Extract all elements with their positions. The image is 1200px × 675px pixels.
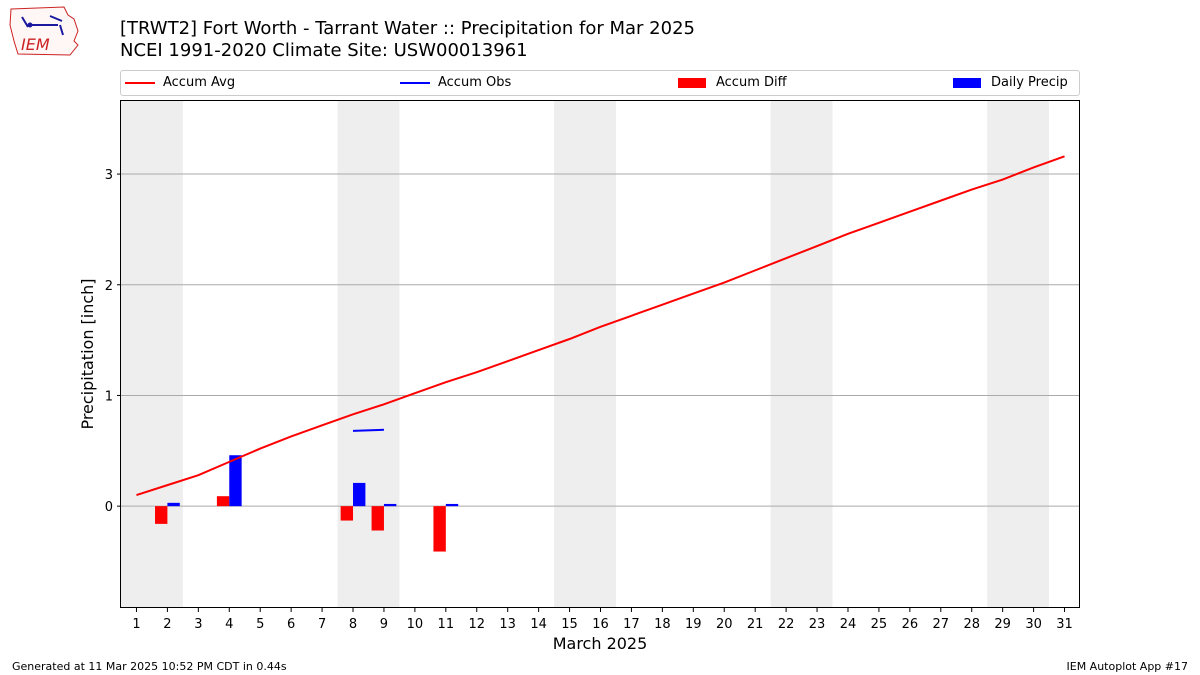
x-tick-label: 31 — [1056, 617, 1073, 632]
plot-frame — [120, 100, 1080, 608]
iem-logo: IEM — [8, 5, 82, 59]
legend-swatch-accum-obs — [400, 82, 430, 84]
legend-label-accum-diff: Accum Diff — [716, 75, 787, 90]
y-tick-label: 3 — [105, 168, 113, 183]
logo-text: IEM — [21, 35, 50, 54]
x-tick-label: 26 — [902, 617, 919, 632]
footer-app-text: IEM Autoplot App #17 — [1066, 660, 1189, 673]
legend-label-accum-avg: Accum Avg — [163, 75, 236, 90]
daily-precip-bar — [383, 503, 397, 507]
chart-title: [TRWT2] Fort Worth - Tarrant Water :: Pr… — [120, 18, 695, 39]
x-tick-label: 3 — [194, 617, 202, 632]
x-tick-label: 15 — [561, 617, 578, 632]
x-tick-label: 30 — [1025, 617, 1042, 632]
x-tick-label: 21 — [747, 617, 764, 632]
x-tick-label: 29 — [994, 617, 1011, 632]
x-tick-label: 22 — [778, 617, 795, 632]
x-tick-label: 11 — [438, 617, 455, 632]
accum-diff-bar — [155, 506, 168, 524]
x-tick-label: 14 — [530, 617, 547, 632]
x-tick-label: 8 — [349, 617, 357, 632]
x-tick-label: 9 — [380, 617, 388, 632]
x-tick-label: 6 — [287, 617, 295, 632]
accum-diff-bar — [216, 496, 230, 507]
y-tick-label: 1 — [105, 389, 113, 404]
x-axis-label: March 2025 — [553, 634, 648, 653]
x-tick-label: 13 — [499, 617, 516, 632]
chart-subtitle: NCEI 1991-2020 Climate Site: USW00013961 — [120, 40, 528, 61]
weekend-shade-band — [121, 101, 183, 608]
x-tick-label: 20 — [716, 617, 733, 632]
weekend-shade-band — [554, 101, 616, 608]
x-tick-label: 1 — [132, 617, 140, 632]
x-tick-label: 24 — [840, 617, 857, 632]
accum-diff-bar — [433, 506, 446, 552]
legend-swatch-daily-precip — [953, 78, 981, 88]
daily-precip-bar — [353, 482, 366, 507]
weekend-shade-band — [987, 101, 1050, 608]
x-tick-label: 25 — [871, 617, 888, 632]
weekend-shade-band — [337, 101, 400, 608]
weekend-shade-band — [770, 101, 833, 608]
footer-generated-text: Generated at 11 Mar 2025 10:52 PM CDT in… — [12, 660, 287, 673]
daily-precip-bar — [445, 503, 459, 507]
x-tick-label: 23 — [809, 617, 826, 632]
x-tick-label: 17 — [623, 617, 640, 632]
legend: Accum Avg Accum Obs Accum Diff Daily Pre… — [120, 70, 1080, 96]
x-tick-label: 16 — [592, 617, 609, 632]
y-axis-label: Precipitation [inch] — [78, 278, 97, 429]
y-tick-label: 2 — [105, 279, 113, 294]
accum-avg-line — [136, 155, 1065, 497]
accum-diff-bar — [371, 506, 384, 531]
legend-swatch-accum-diff — [678, 78, 706, 88]
x-tick-label: 10 — [407, 617, 424, 632]
legend-label-daily-precip: Daily Precip — [991, 75, 1068, 90]
x-tick-label: 28 — [963, 617, 980, 632]
legend-label-accum-obs: Accum Obs — [438, 75, 512, 90]
accum-diff-bar — [340, 506, 354, 521]
y-tick-label: 0 — [105, 500, 113, 515]
legend-swatch-accum-avg — [125, 82, 155, 84]
x-tick-label: 5 — [256, 617, 264, 632]
iem-logo-graphic: IEM — [9, 6, 79, 56]
x-tick-label: 18 — [654, 617, 671, 632]
x-tick-label: 19 — [685, 617, 702, 632]
daily-precip-bar — [167, 502, 180, 507]
x-tick-label: 27 — [933, 617, 950, 632]
x-tick-label: 4 — [225, 617, 233, 632]
x-tick-label: 12 — [468, 617, 485, 632]
daily-precip-bar — [229, 455, 242, 507]
accum-obs-line — [352, 428, 384, 432]
x-tick-label: 7 — [318, 617, 326, 632]
x-tick-label: 2 — [163, 617, 171, 632]
